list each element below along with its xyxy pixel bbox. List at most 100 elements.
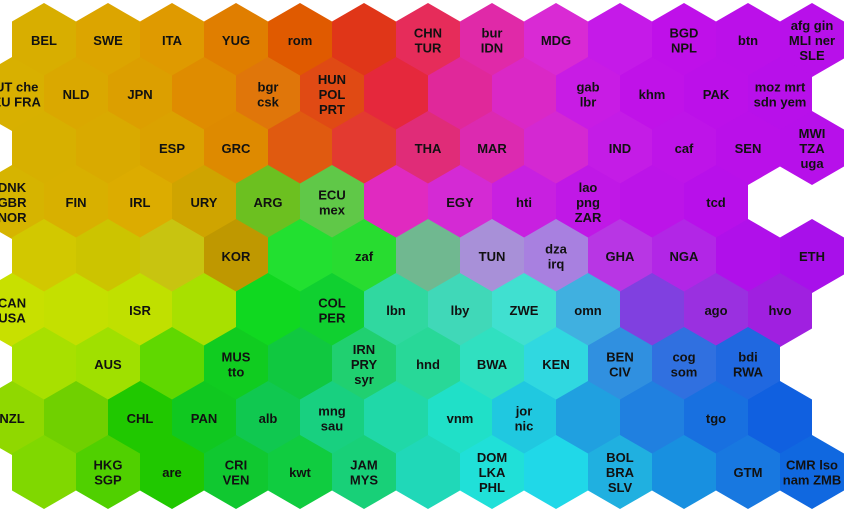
country-label: csk [257,95,279,110]
country-label: TUR [415,41,442,56]
map-cell: NLD [44,57,108,131]
map-cell [140,219,204,293]
country-label: CIV [609,365,631,380]
country-label: lby [451,303,471,318]
country-label: NLD [63,87,90,102]
map-cell [76,219,140,293]
hex-cell [396,219,460,293]
country-label: BEN [606,350,633,365]
map-cell: omn [556,273,620,347]
country-label: ETH [799,249,825,264]
map-cell: URY [172,165,236,239]
country-label: DEU FRA [0,95,41,110]
country-label: sau [321,419,343,434]
country-label: TUN [479,249,506,264]
map-cell [44,381,108,455]
hex-cell [172,273,236,347]
country-label: NPL [671,41,697,56]
hex-cell [108,165,172,239]
country-label: PRY [351,357,378,372]
hex-cell [364,165,428,239]
hex-cell [332,3,396,77]
hex-cell [332,327,396,401]
country-label: syr [354,372,374,387]
country-label: CAN [0,296,26,311]
map-cell: IRL [108,165,172,239]
map-cell: GRC [204,111,268,185]
map-cell [428,57,492,131]
hex-cell [428,57,492,131]
map-cell [268,111,332,185]
hex-cell [716,435,780,509]
country-label: HUN [318,72,346,87]
country-label: MAR [477,141,507,156]
country-label: GTM [734,465,763,480]
map-cell: ETH [780,219,844,293]
hex-cell [716,327,780,401]
hex-cell [140,327,204,401]
country-label: DOM [477,450,507,465]
map-cell [620,381,684,455]
hex-cell [0,273,44,347]
country-label: png [576,195,600,210]
hex-cell [620,273,684,347]
hex-cell [300,57,364,131]
country-label: kwt [289,465,311,480]
hex-cell [268,3,332,77]
country-label: nam ZMB [783,473,842,488]
country-label: IDN [481,41,503,56]
map-cell [332,111,396,185]
hex-cell [12,219,76,293]
country-label: ZWE [510,303,539,318]
map-cell [716,219,780,293]
map-cell: PAK [684,57,748,131]
hex-cell [524,3,588,77]
country-label: MYS [350,473,379,488]
hex-cell [396,327,460,401]
hex-cell [684,57,748,131]
country-label: AUT che [0,80,38,95]
country-label: BOL [606,450,634,465]
hex-cell [172,57,236,131]
hex-cell [780,219,844,293]
hex-cell [364,57,428,131]
hex-cell [268,219,332,293]
hex-cell [620,57,684,131]
hex-cell [172,381,236,455]
map-cell: zaf [332,219,396,293]
hex-cell [588,3,652,77]
map-cell: AUS [76,327,140,401]
country-label: THA [415,141,442,156]
map-cell: GTM [716,435,780,509]
hex-cell [716,111,780,185]
hex-cell [44,165,108,239]
country-label: hvo [768,303,791,318]
map-cell [268,219,332,293]
hex-cell [396,111,460,185]
map-cell: tcd [684,165,748,239]
country-label: lao [579,180,598,195]
hex-cell [716,3,780,77]
hex-cell [556,57,620,131]
hex-cell [748,381,812,455]
map-cell [12,435,76,509]
country-label: JAM [350,458,377,473]
hex-cell [428,165,492,239]
country-label: USA [0,311,26,326]
map-cell: tgo [684,381,748,455]
country-label: cog [672,350,695,365]
map-cell: ZWE [492,273,556,347]
country-label: SLV [608,480,633,495]
map-cell: MAR [460,111,524,185]
map-cell [44,273,108,347]
map-cell [524,111,588,185]
